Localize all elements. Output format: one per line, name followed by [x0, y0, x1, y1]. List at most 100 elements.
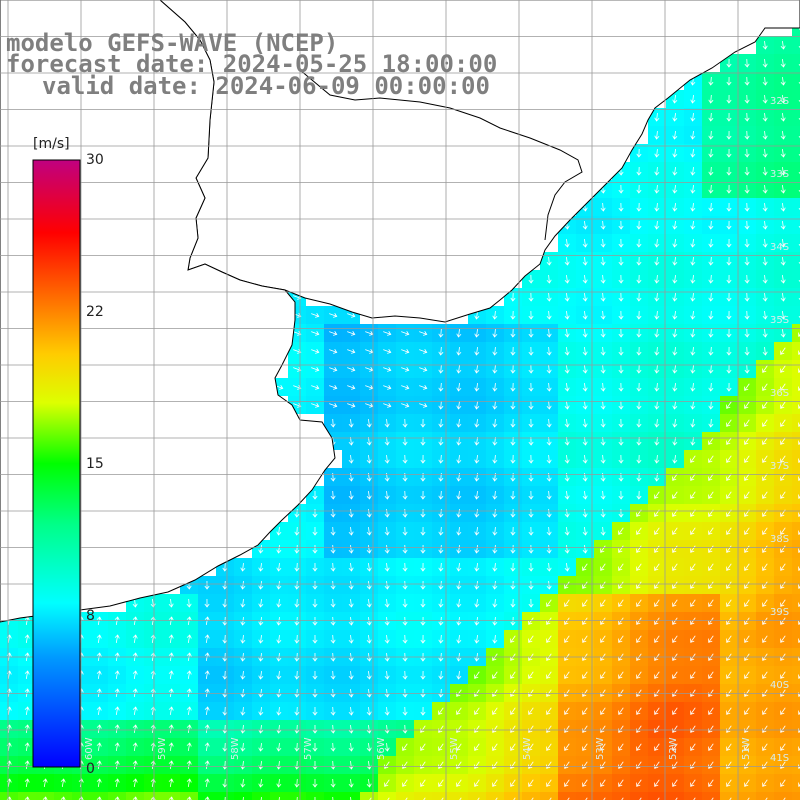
wind-arrow: [636, 779, 642, 787]
wind-arrow: [459, 797, 462, 800]
wind-arrow: [747, 797, 750, 800]
wind-arrow: [546, 779, 552, 787]
wind-arrow: [384, 616, 390, 626]
speed-cell: [702, 792, 720, 800]
wind-arrow: [564, 779, 570, 787]
wind-arrow: [618, 761, 624, 769]
wind-arrow: [474, 761, 480, 769]
wind-arrow: [654, 148, 660, 158]
wind-arrow: [654, 599, 660, 607]
wind-arrow: [510, 635, 516, 643]
wind-arrow: [564, 238, 570, 248]
wind-arrow: [186, 778, 192, 788]
wind-arrow: [744, 779, 750, 787]
speed-cell: [792, 486, 800, 504]
wind-arrow: [402, 761, 408, 769]
wind-arrow: [564, 707, 570, 715]
wind-arrow: [762, 40, 768, 50]
wind-arrow: [564, 256, 570, 266]
wind-arrow: [654, 292, 660, 302]
speed-cell: [90, 792, 108, 800]
wind-arrow: [780, 58, 786, 68]
wind-arrow: [744, 202, 750, 212]
wind-arrow: [690, 581, 696, 589]
wind-arrow: [402, 688, 408, 698]
wind-arrow: [762, 563, 768, 571]
wind-arrow: [204, 634, 210, 644]
wind-arrow: [366, 580, 372, 590]
wind-arrow: [402, 670, 408, 680]
wind-arrow: [528, 328, 534, 338]
colorbar-unit: [m/s]: [33, 136, 70, 152]
wind-arrow: [744, 743, 750, 751]
speed-cell: [792, 612, 800, 630]
wind-arrow: [132, 706, 138, 716]
wind-arrow: [510, 346, 516, 356]
speed-cell: [792, 738, 800, 756]
wind-arrow: [42, 778, 48, 788]
wind-arrow: [366, 724, 372, 734]
wind-arrow: [582, 635, 588, 643]
wind-arrow: [222, 724, 228, 734]
speed-cell: [54, 792, 72, 800]
wind-arrow: [744, 292, 750, 302]
wind-arrow: [690, 382, 696, 392]
wind-arrow: [690, 779, 696, 787]
wind-arrow: [708, 779, 714, 787]
speed-cell: [792, 288, 800, 306]
wind-arrow: [690, 617, 696, 625]
wind-arrow: [168, 742, 174, 752]
speed-cell: [162, 792, 180, 800]
wind-arrow: [618, 617, 624, 625]
wind-arrow: [690, 346, 696, 356]
wind-arrow: [456, 743, 462, 751]
wind-arrow: [492, 779, 498, 787]
wind-arrow: [618, 454, 624, 464]
wind-arrow: [726, 545, 732, 553]
wind-arrow: [383, 403, 392, 408]
wind-arrow: [401, 331, 410, 336]
wind-arrow: [168, 706, 174, 716]
wind-arrow: [384, 562, 390, 572]
wind-arrow: [564, 346, 570, 356]
wind-arrow: [726, 256, 732, 266]
wind-arrow: [528, 400, 534, 410]
wind-arrow: [798, 530, 800, 535]
wind-arrow: [726, 130, 732, 140]
wind-arrow: [798, 368, 800, 373]
wind-arrow: [600, 545, 606, 553]
wind-arrow: [420, 688, 426, 698]
wind-arrow: [690, 599, 696, 607]
speed-cell: [774, 792, 792, 800]
wind-arrow: [780, 743, 786, 751]
longitude-label: 57W: [303, 737, 314, 760]
wind-arrow: [798, 404, 800, 409]
wind-arrow: [726, 707, 732, 715]
wind-arrow: [276, 616, 282, 626]
latitude-label: 36S: [770, 388, 789, 399]
wind-arrow: [311, 403, 320, 408]
wind-arrow: [402, 724, 408, 734]
wind-arrow: [546, 526, 552, 536]
wind-arrow: [258, 562, 264, 572]
wind-arrow: [726, 599, 732, 607]
wind-arrow: [726, 220, 732, 230]
wind-arrow: [384, 490, 390, 500]
wind-arrow: [384, 742, 390, 752]
wind-arrow: [258, 742, 264, 752]
speed-cell: [792, 360, 800, 378]
wind-arrow: [402, 616, 408, 626]
speed-cell: [792, 576, 800, 594]
wind-arrow: [780, 491, 786, 499]
wind-arrow: [132, 616, 138, 626]
speed-cell: [792, 378, 800, 396]
wind-arrow: [582, 779, 588, 787]
wind-arrow: [420, 616, 426, 626]
wind-arrow: [618, 292, 624, 302]
wind-arrow: [798, 332, 800, 337]
speed-cell: [792, 324, 800, 342]
wind-arrow: [654, 184, 660, 194]
wind-arrow: [420, 634, 426, 644]
wind-arrow: [347, 385, 356, 390]
wind-arrow: [402, 580, 408, 590]
